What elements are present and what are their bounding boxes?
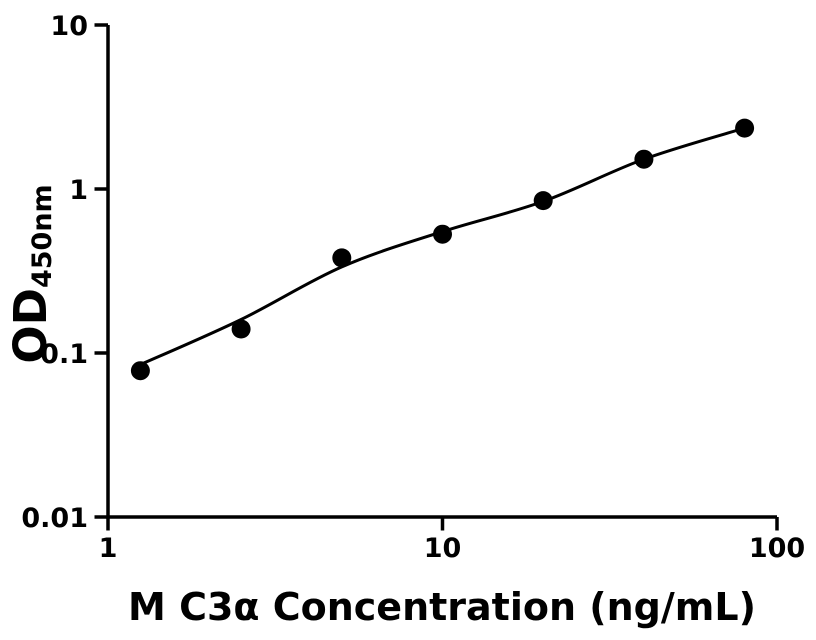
- data-point: [433, 224, 452, 244]
- y-tick-label: 0.1: [40, 339, 88, 370]
- y-tick-label: 1: [69, 175, 88, 206]
- y-axis-ticks: 0.01 0.1 1 10: [21, 11, 108, 534]
- data-point: [634, 149, 654, 169]
- x-tick-label: 100: [749, 533, 805, 564]
- data-point: [533, 191, 553, 211]
- y-tick-label: 0.01: [21, 503, 88, 534]
- y-axis-title-subscript: 450nm: [27, 184, 58, 288]
- x-axis-ticks: 1 10 100: [99, 517, 805, 564]
- axes: [106, 25, 777, 519]
- y-axis-title-main: OD: [4, 288, 57, 364]
- fit-curve-path: [139, 126, 746, 366]
- x-tick-label: 1: [99, 533, 118, 564]
- x-axis-title: M C3α Concentration (ng/mL): [128, 585, 756, 629]
- fit-curve: [139, 126, 746, 366]
- data-points: [130, 118, 755, 381]
- data-point: [735, 118, 755, 138]
- data-point: [130, 361, 150, 381]
- axis-spines: [106, 25, 777, 519]
- y-axis-title: OD450nm: [4, 184, 58, 363]
- x-tick-label: 10: [424, 533, 462, 564]
- data-point: [231, 319, 251, 339]
- y-tick-label: 10: [50, 11, 88, 42]
- data-point: [332, 248, 352, 268]
